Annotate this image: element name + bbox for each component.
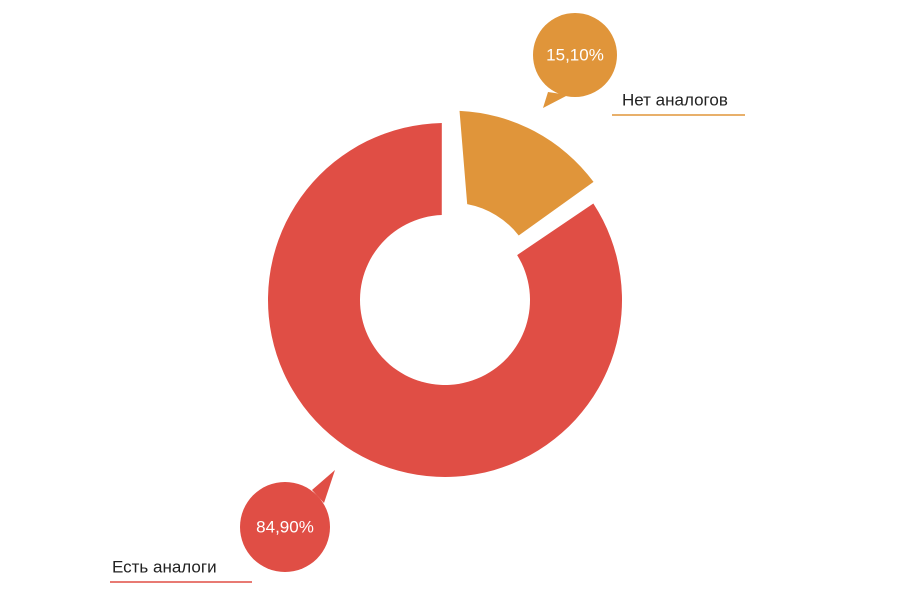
callout-tail [312, 470, 335, 503]
pie-slice [268, 123, 622, 477]
category-label: Есть аналоги [112, 557, 217, 576]
callout-tail [543, 92, 568, 108]
callout-bubble [533, 13, 617, 97]
value-label: 84,90% [256, 517, 314, 536]
pie-slice [459, 110, 594, 236]
callout-bubble [240, 482, 330, 572]
value-label: 15,10% [546, 45, 604, 64]
category-label: Нет аналогов [622, 90, 728, 109]
